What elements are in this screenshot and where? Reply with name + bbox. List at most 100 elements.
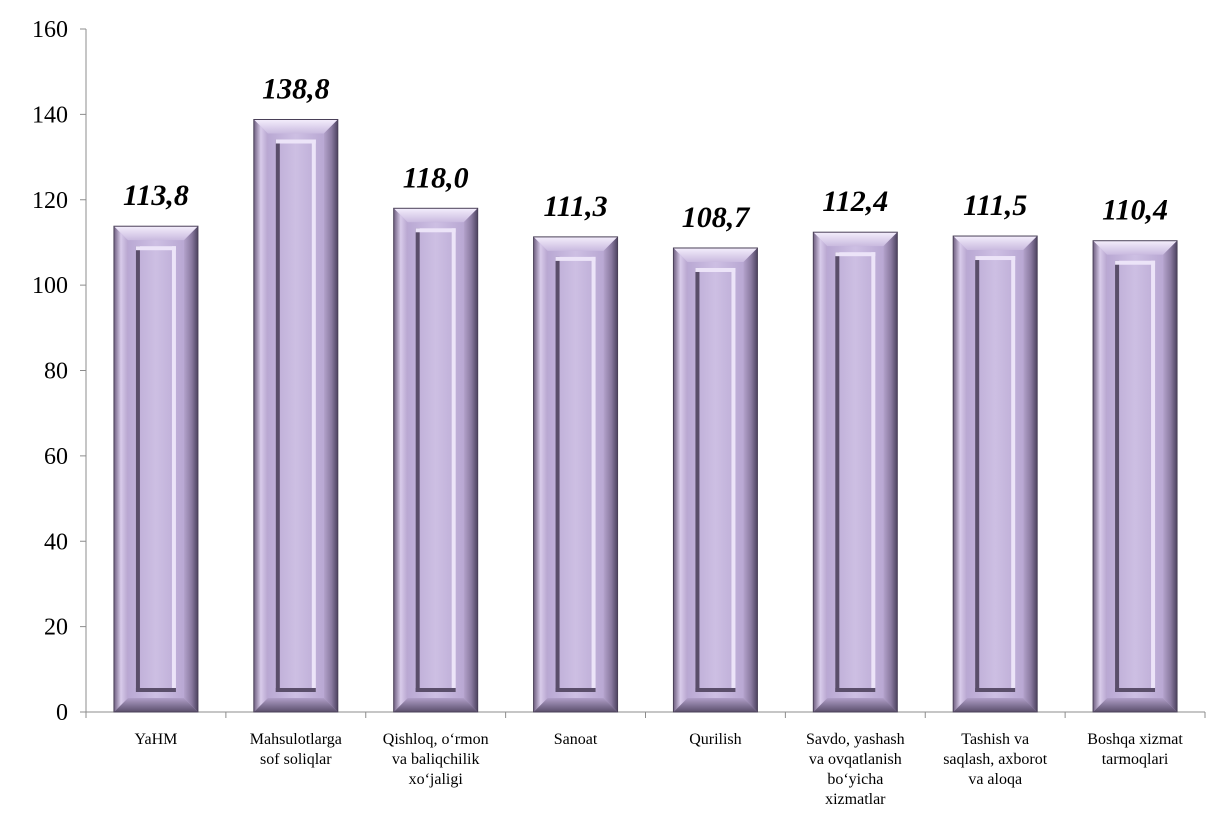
labels: 113,8 YaHM 138,8 Mahsulotlarga sof soliqlar 1… bbox=[123, 72, 1183, 808]
x-tick-label: xizmatlar bbox=[825, 791, 886, 808]
data-label: 138,8 bbox=[262, 72, 330, 105]
bar-groove-light bbox=[311, 139, 316, 692]
bar bbox=[393, 207, 479, 713]
bar-groove-light bbox=[171, 246, 176, 692]
bar-groove-top bbox=[1115, 260, 1156, 265]
x-tick-label: Savdo, yashash bbox=[806, 731, 905, 748]
bar-bevel-bottom bbox=[1093, 698, 1178, 712]
bar-bevel-bottom bbox=[253, 698, 338, 712]
x-tick-label: Sanoat bbox=[554, 731, 598, 748]
data-label: 111,3 bbox=[543, 190, 607, 223]
bar bbox=[113, 225, 199, 713]
bar-groove-bottom bbox=[135, 688, 176, 692]
bar-bevel-left bbox=[113, 226, 128, 712]
bar bbox=[672, 247, 758, 713]
data-label: 111,5 bbox=[963, 189, 1027, 222]
bar-groove-dark bbox=[415, 228, 420, 692]
bar-groove-dark bbox=[695, 267, 700, 692]
bar-groove-light bbox=[591, 256, 596, 692]
bar-bevel-top bbox=[1093, 240, 1178, 255]
bar-bevel-right bbox=[603, 236, 618, 712]
data-label: 113,8 bbox=[123, 179, 189, 212]
bar-outline bbox=[533, 236, 619, 713]
x-tick-label: tarmoqlari bbox=[1102, 751, 1169, 768]
bar-groove-top bbox=[275, 139, 316, 144]
bar-bevel-left bbox=[673, 247, 688, 712]
y-tick-label: 140 bbox=[32, 102, 68, 128]
bar-groove-dark bbox=[275, 139, 280, 692]
x-tick-label: sof soliqlar bbox=[260, 751, 332, 768]
bar bbox=[952, 235, 1038, 713]
bar-bevel-left bbox=[253, 119, 268, 712]
bar-groove-light bbox=[731, 267, 736, 692]
y-tick-label: 20 bbox=[44, 615, 68, 641]
bar-groove-light bbox=[871, 252, 876, 692]
bar bbox=[1092, 240, 1178, 713]
bar-groove-bottom bbox=[415, 688, 456, 692]
bar-outline bbox=[812, 231, 898, 713]
x-tick-label: saqlash, axborot bbox=[943, 751, 1048, 768]
bar-bevel-right bbox=[743, 247, 758, 712]
bar-bevel-left bbox=[533, 236, 548, 712]
bar-bevel-bottom bbox=[953, 698, 1038, 712]
bar-bevel-left bbox=[953, 236, 968, 713]
bar-bevel-right bbox=[883, 232, 898, 712]
bar-outline bbox=[952, 235, 1038, 713]
bar-bevel-right bbox=[1023, 236, 1038, 713]
bar-outline bbox=[672, 247, 758, 713]
bar-bevel-top bbox=[813, 232, 898, 247]
bar-bevel-top bbox=[393, 208, 478, 223]
bar-bevel-left bbox=[393, 208, 408, 712]
bar-groove-light bbox=[1151, 260, 1156, 692]
bar-bevel-right bbox=[463, 208, 478, 712]
y-tick-label: 60 bbox=[44, 444, 68, 470]
y-tick-label: 80 bbox=[44, 359, 68, 385]
bar-bevel-top bbox=[673, 247, 758, 262]
x-tick-label: Qishloq, o‘rmon bbox=[383, 731, 489, 748]
x-tick-label: va baliqchilik bbox=[392, 751, 480, 768]
bar-groove-light bbox=[1011, 256, 1016, 692]
bar-groove-dark bbox=[835, 252, 840, 692]
data-label: 108,7 bbox=[682, 201, 751, 234]
bar-groove-bottom bbox=[275, 688, 316, 692]
x-tick-label: xo‘jaligi bbox=[409, 771, 464, 788]
x-tick-label: Boshqa xizmat bbox=[1087, 731, 1183, 748]
y-tick-label: 0 bbox=[56, 700, 68, 726]
bar-groove-bottom bbox=[835, 688, 876, 692]
bar-groove-top bbox=[835, 252, 876, 257]
x-tick-label: va aloqa bbox=[968, 771, 1022, 788]
bar-groove-light bbox=[451, 228, 456, 692]
bar-groove-bottom bbox=[1115, 688, 1156, 692]
x-tick-label: Tashish va bbox=[961, 731, 1029, 748]
bar bbox=[812, 231, 898, 713]
bar-outline bbox=[393, 207, 479, 713]
bar-bevel-bottom bbox=[813, 698, 898, 712]
data-label: 110,4 bbox=[1102, 194, 1168, 227]
bar-groove-dark bbox=[555, 256, 560, 692]
x-tick-label: va ovqatlanish bbox=[809, 751, 902, 768]
bar-groove-top bbox=[135, 246, 176, 251]
bar-groove-top bbox=[975, 256, 1016, 261]
x-tick-label: YaHM bbox=[135, 731, 178, 748]
y-tick-label: 40 bbox=[44, 529, 68, 555]
bar-bevel-top bbox=[953, 236, 1038, 251]
bar-groove-top bbox=[415, 228, 456, 233]
bar-groove-bottom bbox=[555, 688, 596, 692]
bar-bevel-bottom bbox=[533, 698, 618, 712]
bar-bevel-top bbox=[533, 236, 618, 251]
bar-bevel-left bbox=[1093, 240, 1108, 713]
bar-bevel-right bbox=[323, 119, 338, 712]
bar-bevel-bottom bbox=[393, 698, 478, 712]
bar bbox=[533, 236, 619, 713]
bar-groove-bottom bbox=[975, 688, 1016, 692]
data-label: 112,4 bbox=[822, 185, 888, 218]
x-tick-label: Mahsulotlarga bbox=[250, 731, 342, 748]
bar-outline bbox=[113, 225, 199, 713]
bar-outline bbox=[253, 118, 339, 713]
bar-bevel-right bbox=[183, 226, 198, 712]
bar-outline bbox=[1092, 240, 1178, 713]
bar-bevel-left bbox=[813, 232, 828, 712]
bar-groove-bottom bbox=[695, 688, 736, 692]
bars bbox=[113, 118, 1178, 713]
